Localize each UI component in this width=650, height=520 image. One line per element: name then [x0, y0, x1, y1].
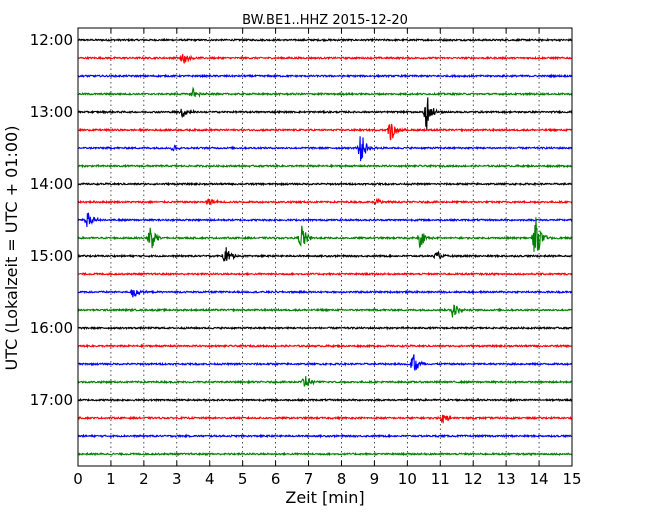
- trace-1445: [77, 217, 573, 252]
- x-tick-label: 4: [205, 470, 215, 488]
- x-tick-label: 9: [370, 470, 380, 488]
- x-tick-label: 13: [497, 470, 516, 488]
- y-tick-label: 12:00: [30, 31, 73, 49]
- trace-1700: [77, 397, 573, 403]
- trace-1315: [77, 123, 573, 141]
- trace-1400: [77, 181, 573, 187]
- x-tick-label: 6: [271, 470, 281, 488]
- y-tick-label: 17:00: [30, 391, 73, 409]
- trace-1200: [77, 37, 573, 43]
- trace-1330: [77, 136, 573, 162]
- trace-1715: [77, 414, 573, 424]
- trace-1300: [77, 97, 573, 130]
- trace-1600: [77, 325, 573, 331]
- x-tick-label: 11: [431, 470, 450, 488]
- trace-1245: [77, 86, 573, 98]
- trace-1430: [77, 212, 573, 228]
- traces: [77, 37, 573, 457]
- x-tick-label: 10: [398, 470, 417, 488]
- x-tick-label: 0: [73, 470, 83, 488]
- trace-1345: [78, 163, 573, 169]
- x-tick-label: 2: [139, 470, 149, 488]
- trace-1530: [77, 289, 573, 298]
- x-tick-label: 7: [304, 470, 314, 488]
- axis-ticks: 0 1 2 3 4 5 6 7 8 9 10 11 12 13 14 1512:0013:0014:0015:…: [30, 28, 582, 488]
- trace-1545: [77, 304, 573, 318]
- plot-frame: [77, 27, 573, 467]
- y-tick-label: 14:00: [30, 175, 73, 193]
- trace-1630: [77, 354, 573, 371]
- trace-1500: [77, 247, 573, 263]
- x-axis-label: Zeit [min]: [285, 488, 364, 507]
- y-tick-label: 16:00: [30, 319, 73, 337]
- x-tick-label: 3: [172, 470, 182, 488]
- x-tick-label: 15: [562, 470, 581, 488]
- y-axis-label: UTC (Lokalzeit = UTC + 01:00): [2, 126, 21, 371]
- trace-1615: [77, 343, 573, 349]
- trace-1745: [77, 451, 573, 457]
- chart-title: BW.BE1..HHZ 2015-12-20: [242, 13, 408, 28]
- x-tick-label: 1: [106, 470, 116, 488]
- trace-1415: [77, 197, 573, 206]
- trace-1230: [77, 73, 573, 79]
- trace-1730: [77, 433, 573, 439]
- trace-1515: [77, 271, 573, 277]
- x-tick-label: 5: [238, 470, 248, 488]
- trace-1645: [77, 376, 573, 387]
- trace-1215: [77, 53, 573, 64]
- x-tick-label: 12: [464, 470, 483, 488]
- x-tick-label: 14: [530, 470, 549, 488]
- y-tick-label: 15:00: [30, 247, 73, 265]
- y-tick-label: 13:00: [30, 103, 73, 121]
- x-tick-label: 8: [337, 470, 347, 488]
